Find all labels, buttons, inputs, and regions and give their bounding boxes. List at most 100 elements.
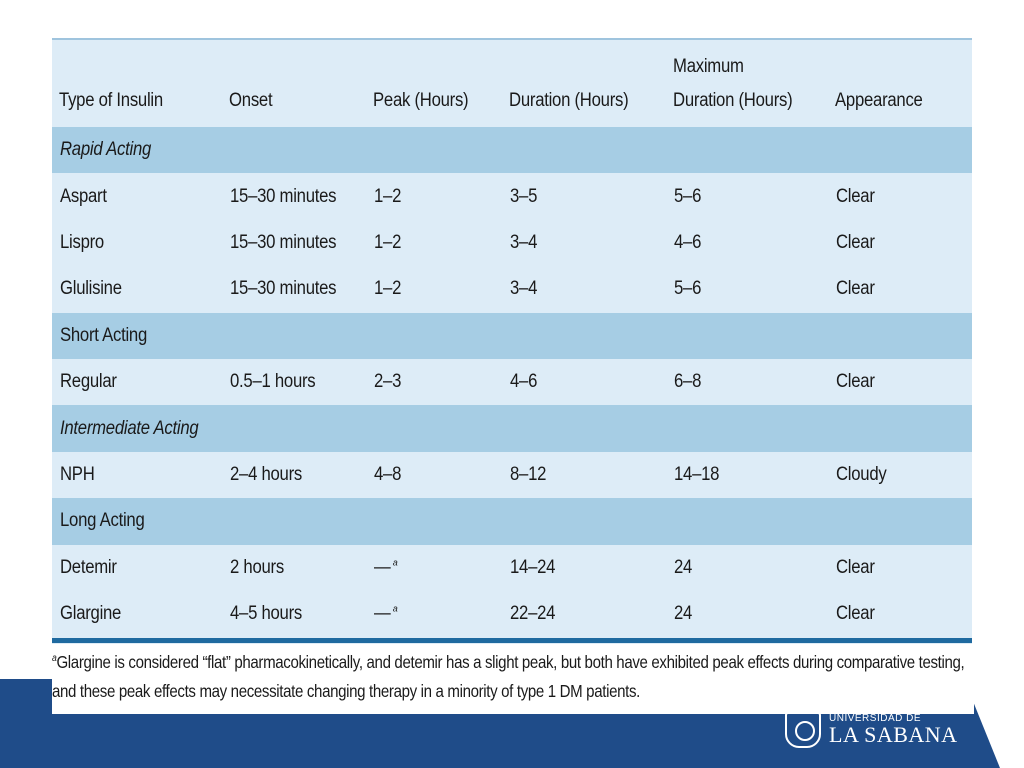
peak-value: 2–3: [374, 371, 402, 393]
cell-peak: 4–8: [366, 451, 502, 499]
table-top-line: [52, 38, 972, 40]
cell-type: Lispro: [52, 219, 222, 267]
peak-value: —: [374, 603, 391, 625]
footnote-mark: a: [52, 653, 57, 665]
table-header-row: Type of Insulin Onset Peak (Hours) Durat…: [52, 40, 972, 127]
onset-value: 15–30 minutes: [230, 185, 337, 207]
cell-type: Glulisine: [52, 266, 222, 313]
cell-duration: 8–12: [502, 451, 666, 499]
category-label: Short Acting: [60, 324, 147, 346]
cell-onset: 15–30 minutes: [222, 266, 366, 313]
cell-appearance: Clear: [828, 544, 972, 591]
category-label: Intermediate Acting: [60, 417, 199, 439]
max-duration-value: 24: [674, 603, 693, 625]
cell-duration: 3–5: [502, 173, 666, 220]
peak-value: 1–2: [374, 278, 402, 300]
cell-onset: 0.5–1 hours: [222, 358, 366, 406]
cell-onset: 2 hours: [222, 544, 366, 591]
onset-value: 2–4 hours: [230, 463, 302, 485]
duration-value: 4–6: [510, 371, 538, 393]
cell-appearance: Clear: [828, 358, 972, 406]
max-duration-value: 5–6: [674, 278, 702, 300]
cell-appearance: Clear: [828, 590, 972, 638]
onset-value: 15–30 minutes: [230, 231, 337, 253]
peak-value: 1–2: [374, 185, 402, 207]
logo-line-1: UNIVERSIDAD DE: [829, 713, 922, 724]
peak-footnote-mark: a: [392, 557, 398, 568]
cell-max-duration: 14–18: [666, 451, 828, 499]
cell-onset: 2–4 hours: [222, 451, 366, 499]
duration-value: 3–4: [510, 278, 538, 300]
appearance-value: Clear: [836, 231, 875, 253]
type-value: NPH: [60, 463, 95, 485]
max-duration-value: 6–8: [674, 371, 702, 393]
duration-value: 14–24: [510, 556, 556, 578]
table-row: Lispro 15–30 minutes 1–2 3–4 4–6 Clear: [52, 219, 972, 267]
cell-onset: 15–30 minutes: [222, 173, 366, 220]
cell-peak: 1–2: [366, 266, 502, 313]
cell-duration: 3–4: [502, 219, 666, 267]
cell-max-duration: 5–6: [666, 173, 828, 220]
category-label: Rapid Acting: [60, 139, 152, 161]
cell-peak: 1–2: [366, 173, 502, 220]
cell-duration: 14–24: [502, 544, 666, 591]
table-row: NPH 2–4 hours 4–8 8–12 14–18 Cloudy: [52, 451, 972, 499]
max-duration-value: 4–6: [674, 231, 702, 253]
onset-value: 2 hours: [230, 556, 284, 578]
cell-duration: 4–6: [502, 358, 666, 406]
type-value: Lispro: [60, 231, 104, 253]
footnote-text: Glargine is considered “flat” pharmacoki…: [52, 652, 965, 701]
logo-line-2: LA SABANA: [829, 722, 958, 747]
appearance-value: Clear: [836, 185, 875, 207]
university-logo: UNIVERSIDAD DE LA SABANA: [785, 712, 958, 748]
table-row: Glulisine 15–30 minutes 1–2 3–4 5–6 Clear: [52, 266, 972, 313]
category-row: Short Acting: [52, 312, 972, 359]
header-maximum-duration: Maximum Duration (Hours): [673, 56, 793, 111]
header-onset: Onset: [229, 90, 273, 111]
cell-onset: 15–30 minutes: [222, 219, 366, 267]
cell-type: Regular: [52, 358, 222, 406]
table-row: Aspart 15–30 minutes 1–2 3–5 5–6 Clear: [52, 173, 972, 220]
shield-icon: [785, 712, 821, 748]
onset-value: 4–5 hours: [230, 603, 302, 625]
table-row: Detemir 2 hours — a 14–24 24 Clear: [52, 544, 972, 591]
type-value: Glulisine: [60, 278, 122, 300]
peak-footnote-mark: a: [392, 603, 398, 614]
cell-max-duration: 24: [666, 590, 828, 638]
cell-duration: 3–4: [502, 266, 666, 313]
peak-value: 4–8: [374, 463, 402, 485]
header-peak: Peak (Hours): [373, 90, 469, 111]
duration-value: 3–5: [510, 185, 538, 207]
peak-value: 1–2: [374, 231, 402, 253]
type-value: Detemir: [60, 556, 117, 578]
cell-appearance: Clear: [828, 266, 972, 313]
appearance-value: Clear: [836, 603, 875, 625]
category-row: Intermediate Acting: [52, 405, 972, 452]
category-row: Long Acting: [52, 498, 972, 545]
cell-duration: 22–24: [502, 590, 666, 638]
footnote: aGlargine is considered “flat” pharmacok…: [52, 648, 974, 714]
category-cell: Rapid Acting: [52, 127, 972, 174]
max-duration-value: 14–18: [674, 463, 720, 485]
cell-peak: 1–2: [366, 219, 502, 267]
appearance-value: Cloudy: [836, 463, 887, 485]
peak-value: —: [374, 556, 391, 578]
header-type-of-insulin: Type of Insulin: [59, 90, 163, 111]
insulin-table: Type of Insulin Onset Peak (Hours) Durat…: [52, 40, 972, 638]
cell-appearance: Clear: [828, 219, 972, 267]
cell-onset: 4–5 hours: [222, 590, 366, 638]
header-appearance: Appearance: [835, 90, 923, 111]
cell-type: Aspart: [52, 173, 222, 220]
duration-value: 3–4: [510, 231, 538, 253]
cell-type: NPH: [52, 451, 222, 499]
appearance-value: Clear: [836, 371, 875, 393]
category-cell: Intermediate Acting: [52, 405, 972, 452]
type-value: Glargine: [60, 603, 122, 625]
cell-max-duration: 24: [666, 544, 828, 591]
cell-peak: — a: [366, 590, 502, 638]
onset-value: 15–30 minutes: [230, 278, 337, 300]
category-cell: Short Acting: [52, 312, 972, 359]
duration-value: 22–24: [510, 603, 556, 625]
appearance-value: Clear: [836, 278, 875, 300]
category-row: Rapid Acting: [52, 127, 972, 174]
